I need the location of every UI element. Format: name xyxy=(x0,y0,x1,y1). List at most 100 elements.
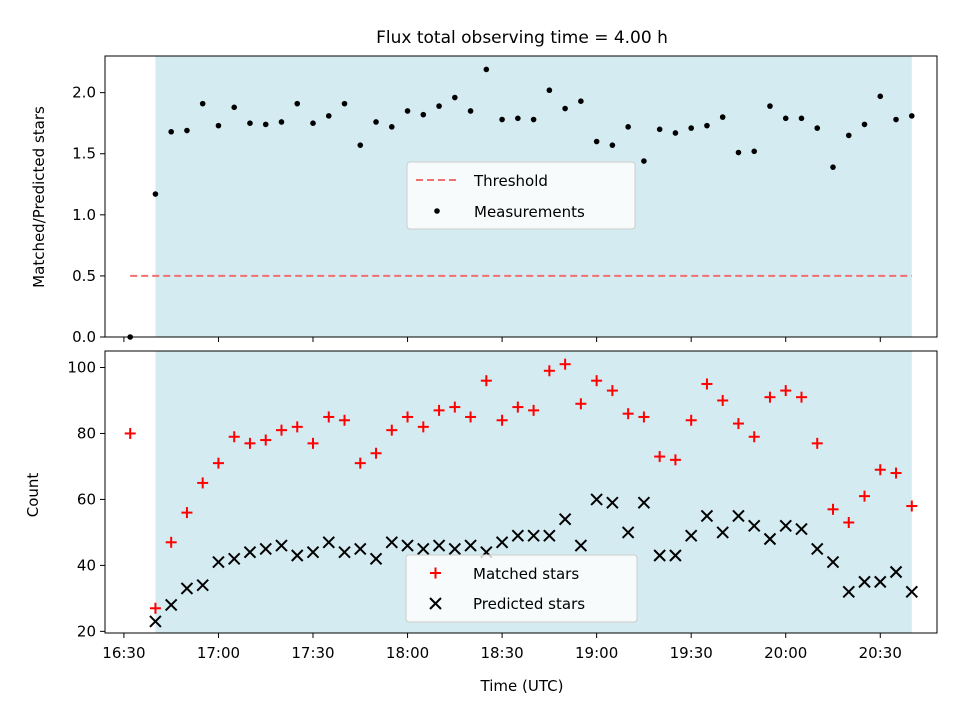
predicted-star-marker xyxy=(700,509,714,523)
matched-star-marker xyxy=(874,464,886,476)
measurement-point xyxy=(168,128,174,135)
measurement-point xyxy=(767,103,773,109)
x-tick-label: 18:30 xyxy=(480,644,523,662)
matched-star-marker xyxy=(512,401,524,413)
predicted-star-marker xyxy=(669,549,682,562)
matched-star-marker xyxy=(228,431,240,443)
bottom-y-ticks: 20 40 60 80 100 xyxy=(67,358,105,640)
matched-star-marker xyxy=(402,411,414,423)
top-x-ticks xyxy=(123,337,881,342)
bottom-x-ticks: 16:30 17:00 17:30 18:00 18:30 19:00 19:30 20:00… xyxy=(102,633,902,662)
matched-star-marker xyxy=(827,503,839,515)
predicted-star-marker xyxy=(527,529,540,542)
matched-star-marker xyxy=(701,378,713,390)
y-tick-label: 0.5 xyxy=(72,267,96,285)
matched-star-marker xyxy=(795,391,807,403)
matched-star-marker xyxy=(606,385,618,397)
y-tick-label: 100 xyxy=(67,358,96,376)
measurement-point xyxy=(499,116,505,123)
measurement-point xyxy=(782,115,789,122)
measurement-point xyxy=(373,119,379,125)
predicted-star-marker xyxy=(732,509,745,523)
predicted-star-marker xyxy=(543,529,556,542)
x-tick-label: 20:00 xyxy=(764,644,807,662)
y-tick-label: 0.0 xyxy=(72,328,96,346)
predicted-star-marker xyxy=(590,493,603,506)
predicted-star-marker xyxy=(464,539,477,552)
matched-star-marker xyxy=(622,408,634,420)
bottom-y-axis-label: Count xyxy=(24,473,42,518)
matched-star-marker xyxy=(638,411,650,423)
predicted-star-marker xyxy=(874,575,887,589)
predicted-star-marker xyxy=(621,526,635,539)
predicted-star-marker xyxy=(275,539,288,552)
count-panel: 20 40 60 80 100 16:30 17:00 17:30 18:00 18:30 19:… xyxy=(24,350,938,695)
legend-measurements-swatch xyxy=(434,208,440,214)
measurement-point xyxy=(436,103,442,109)
chart-title: Flux total observing time = 4.00 h xyxy=(376,28,668,48)
measurement-point xyxy=(546,87,553,94)
predicted-star-marker xyxy=(858,575,871,589)
measurement-point xyxy=(388,124,395,130)
predicted-star-marker xyxy=(432,539,446,552)
legend-threshold-label: Threshold xyxy=(473,172,548,190)
predicted-star-marker xyxy=(338,545,351,559)
matched-star-marker xyxy=(859,490,871,502)
predicted-star-marker xyxy=(228,552,241,565)
legend-matched-label: Matched stars xyxy=(473,565,579,583)
measurement-point xyxy=(814,125,821,131)
measurement-point xyxy=(719,114,726,120)
matched-star-marker xyxy=(717,394,729,406)
legend-predicted-label: Predicted stars xyxy=(473,595,585,613)
measurement-point xyxy=(704,122,710,129)
predicted-star-marker xyxy=(811,542,824,556)
predicted-star-marker xyxy=(164,598,178,612)
x-tick-label: 17:00 xyxy=(197,644,240,662)
predicted-star-marker xyxy=(905,585,918,598)
measurement-point xyxy=(845,132,852,139)
predicted-star-marker xyxy=(259,542,272,556)
measurement-point xyxy=(278,119,285,125)
matched-stars-points xyxy=(124,358,918,614)
predicted-star-marker xyxy=(763,532,777,546)
y-tick-label: 60 xyxy=(77,490,96,508)
matched-star-marker xyxy=(543,365,555,377)
legend-predicted-swatch xyxy=(429,597,442,610)
top-axes-frame xyxy=(104,55,938,338)
x-tick-label: 16:30 xyxy=(102,644,145,662)
matched-star-marker xyxy=(124,427,136,439)
predicted-star-marker xyxy=(180,582,194,595)
top-y-ticks: 0.0 0.5 1.0 1.5 2.0 xyxy=(72,84,105,346)
matched-star-marker xyxy=(260,434,272,446)
predicted-star-marker xyxy=(716,526,729,539)
measurement-point xyxy=(893,116,899,123)
measurement-point xyxy=(735,149,742,156)
predicted-star-marker xyxy=(243,545,257,559)
measurement-point xyxy=(562,105,568,112)
predicted-star-marker xyxy=(795,522,808,536)
matched-star-marker xyxy=(307,437,319,449)
predicted-star-marker xyxy=(401,539,414,552)
measurement-point xyxy=(861,121,868,128)
matched-star-marker xyxy=(843,517,855,529)
measurement-point xyxy=(215,122,222,129)
predicted-star-marker xyxy=(354,542,367,556)
measurement-point xyxy=(830,164,836,170)
measurement-point xyxy=(877,93,884,100)
matched-star-marker xyxy=(433,404,445,416)
x-axis-label: Time (UTC) xyxy=(480,677,564,695)
measurement-point xyxy=(578,98,584,105)
predicted-star-marker xyxy=(574,539,588,552)
matched-star-marker xyxy=(732,418,744,430)
measurement-point xyxy=(310,120,316,126)
predicted-star-marker xyxy=(653,549,666,562)
measurement-point xyxy=(404,108,411,114)
measurement-point xyxy=(656,126,663,133)
matched-star-marker xyxy=(906,500,918,512)
measurement-point xyxy=(798,115,805,122)
matched-star-marker xyxy=(417,421,429,433)
measurement-point xyxy=(452,94,458,101)
x-tick-label: 20:30 xyxy=(859,644,902,662)
matched-star-marker xyxy=(748,431,760,443)
